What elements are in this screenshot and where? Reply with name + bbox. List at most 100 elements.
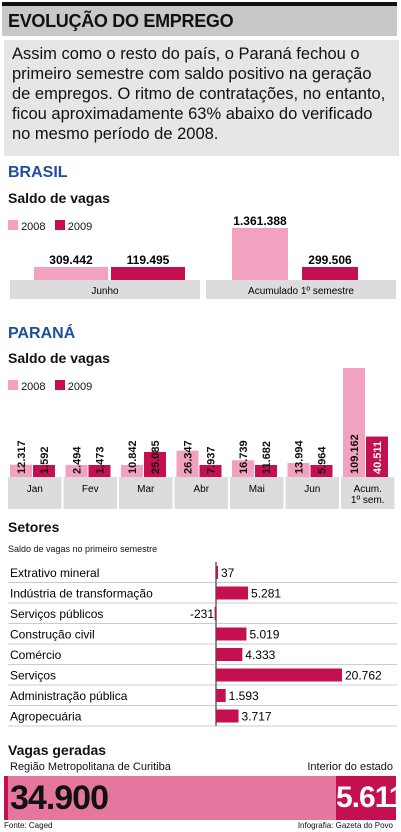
bar-2008 — [343, 368, 365, 477]
data-label: 309.442 — [49, 253, 93, 267]
category-band — [63, 477, 117, 509]
x-tick-label: Mai — [249, 484, 265, 495]
bar-2008 — [10, 464, 32, 477]
vagas-total-bar — [4, 776, 396, 820]
legend-swatch-2008 — [8, 220, 18, 230]
x-tick-label: Abr — [193, 484, 209, 495]
x-tick-label: Jun — [304, 484, 320, 495]
bar-2009 — [310, 465, 333, 477]
bar-2008 — [232, 228, 288, 280]
category-band — [174, 477, 228, 509]
sector-bar — [216, 586, 249, 600]
intro-text: Assim como o resto do país, o Paraná fec… — [4, 40, 399, 156]
data-label: 26.347 — [183, 440, 195, 474]
legend-swatch-2008 — [8, 380, 18, 390]
parana-section-title: PARANÁ — [8, 325, 76, 342]
sector-bar — [214, 607, 216, 620]
sector-label: Serviços públicos — [10, 607, 103, 621]
data-label: 5.019 — [249, 628, 279, 642]
x-tick-label: Jan — [27, 484, 43, 495]
bar-2009 — [144, 451, 166, 477]
vagas-left-label: Região Metropolitana de Curitiba — [10, 761, 171, 773]
x-tick-label: Mar — [137, 484, 155, 495]
data-label: 16.739 — [238, 440, 250, 474]
bar-2009 — [302, 267, 358, 280]
data-label: 1.592 — [39, 446, 51, 474]
brasil-chart: Junho 309.442 119.495 Acumulado 1º semestre… — [10, 214, 396, 299]
sector-label: Agropecuária — [10, 710, 82, 724]
category-band — [230, 477, 284, 509]
sector-bar — [216, 648, 243, 661]
x-tick-label: Fev — [82, 484, 99, 495]
bar-2009 — [199, 465, 222, 477]
category-band — [206, 280, 396, 299]
sector-bar — [216, 689, 226, 702]
vagas-right-label: Interior do estado — [307, 761, 393, 773]
data-label: 5.964 — [317, 446, 329, 474]
setores-subtitle: Saldo de vagas no primeiro semestre — [8, 544, 158, 554]
sector-bar — [216, 709, 239, 723]
vagas-title: Vagas geradas — [8, 742, 107, 758]
sector-bar — [216, 627, 247, 641]
data-label: 37 — [221, 566, 235, 580]
bar-2009 — [33, 465, 55, 477]
page-title: EVOLUÇÃO DO EMPREGO — [8, 11, 234, 31]
brasil-section-title: BRASIL — [8, 164, 68, 181]
parana-chart: Jan 12.317 1.592 Fev 2.494 1.473 Mar 10.842 25.0… — [8, 368, 395, 509]
data-label: 1.473 — [95, 446, 107, 474]
legend-label-2008: 2008 — [21, 221, 46, 233]
data-label: 10.842 — [127, 440, 139, 474]
data-label: 7.937 — [206, 446, 218, 474]
category-band — [8, 477, 62, 509]
vagas-right-segment — [336, 776, 396, 820]
data-label: 299.506 — [308, 253, 352, 267]
bar-2008 — [287, 463, 310, 477]
data-label: 12.317 — [16, 440, 28, 474]
data-label: 40.511 — [372, 441, 384, 474]
data-label: 5.281 — [251, 587, 281, 601]
data-label: 13.994 — [294, 439, 306, 474]
vagas-left-value: 34.900 — [10, 779, 109, 817]
sector-label: Extrativo mineral — [10, 566, 99, 580]
title-bar: EVOLUÇÃO DO EMPREGO — [2, 2, 397, 36]
sector-label: Comércio — [10, 648, 62, 662]
category-band — [10, 280, 200, 299]
data-label: 4.333 — [245, 648, 275, 662]
data-label: 11.682 — [261, 441, 273, 474]
data-label: 1.593 — [229, 689, 259, 703]
parana-subtitle: Saldo de vagas — [8, 350, 110, 366]
footer-source: Fonte: Caged — [4, 821, 53, 830]
x-tick-label: 1º sem. — [351, 495, 385, 506]
sector-label: Construção civil — [10, 628, 95, 642]
legend-swatch-2009 — [54, 380, 65, 390]
category-band — [119, 477, 173, 509]
setores-title: Setores — [8, 519, 60, 535]
data-label: -231 — [190, 607, 214, 621]
bar-2009 — [111, 267, 185, 280]
x-tick-label: Acumulado 1º semestre — [248, 286, 354, 297]
bar-2008 — [65, 465, 88, 477]
bar-2008 — [121, 465, 143, 477]
x-tick-label: Junho — [91, 286, 119, 297]
sector-label: Indústria de transformação — [10, 587, 153, 601]
bar-2009 — [366, 436, 388, 477]
data-label: 3.717 — [242, 710, 272, 724]
vagas-left-accent — [4, 776, 8, 820]
legend-label-2008: 2008 — [21, 381, 46, 393]
sector-label: Administração pública — [10, 689, 128, 703]
sector-bar — [216, 668, 342, 682]
data-label: 2.494 — [72, 446, 84, 474]
sector-label: Serviços — [10, 669, 56, 683]
setores-chart: Extrativo mineral 37 Indústria de transfor… — [8, 562, 397, 727]
vagas-right-value: 5.611 — [336, 781, 401, 814]
data-label: 119.495 — [127, 253, 170, 267]
footer-credit: Infografia: Gazeta do Povo — [297, 821, 393, 830]
data-label: 1.361.388 — [233, 214, 287, 228]
data-label: 25.085 — [150, 440, 162, 474]
bar-2008 — [232, 460, 254, 477]
data-label: 109.162 — [349, 434, 361, 474]
data-label: 20.762 — [345, 669, 382, 683]
x-tick-label: Acum. — [354, 484, 382, 495]
sector-bar — [216, 566, 218, 579]
legend-swatch-2009 — [54, 220, 65, 230]
